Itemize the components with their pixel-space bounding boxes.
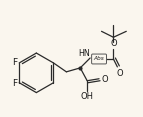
Text: O: O <box>110 39 117 48</box>
Text: O: O <box>116 69 123 78</box>
Text: F: F <box>12 79 17 88</box>
Text: O: O <box>101 75 108 84</box>
Text: F: F <box>12 58 17 67</box>
Text: Abs: Abs <box>94 57 104 62</box>
Text: OH: OH <box>81 92 94 101</box>
FancyBboxPatch shape <box>92 54 107 64</box>
Text: HN: HN <box>78 49 90 58</box>
